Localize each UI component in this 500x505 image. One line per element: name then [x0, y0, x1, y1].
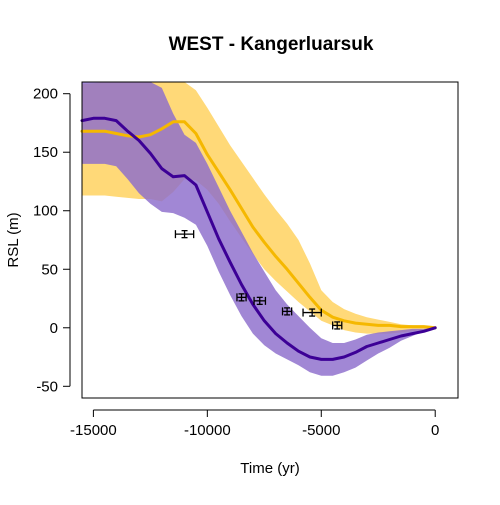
observation-point	[302, 308, 322, 317]
x-tick-label: -10000	[184, 422, 231, 439]
line-series-b	[80, 116, 437, 361]
y-tick-label: 50	[41, 261, 58, 278]
uncertainty-bands	[82, 82, 436, 376]
plot-frame	[81, 81, 459, 399]
observation-point	[281, 307, 293, 316]
line-series-a	[80, 120, 437, 330]
y-tick-label: 0	[50, 320, 58, 337]
chart-title: WEST - Kangerluarsuk	[169, 34, 374, 55]
x-axis-label: Time (yr)	[240, 460, 299, 477]
x-tick-label: -15000	[70, 422, 117, 439]
observation-point	[174, 229, 195, 239]
series-lines	[80, 116, 437, 361]
y-tick-label: -50	[36, 378, 58, 395]
y-axis-label: RSL (m)	[5, 212, 22, 267]
y-tick-label: 100	[33, 203, 58, 220]
band-series-b	[82, 82, 436, 376]
x-tick-label: 0	[431, 422, 439, 439]
observation-point	[236, 293, 247, 302]
y-tick-label: 150	[33, 144, 58, 161]
x-axis: -15000 -10000 -5000 0	[70, 409, 439, 439]
y-tick-label: 200	[33, 86, 58, 103]
observation-point	[332, 321, 343, 330]
observation-point	[253, 296, 267, 306]
y-axis: -50 0 50 100 150 200	[33, 86, 71, 395]
x-tick-label: -5000	[302, 422, 340, 439]
observation-markers	[174, 229, 343, 330]
